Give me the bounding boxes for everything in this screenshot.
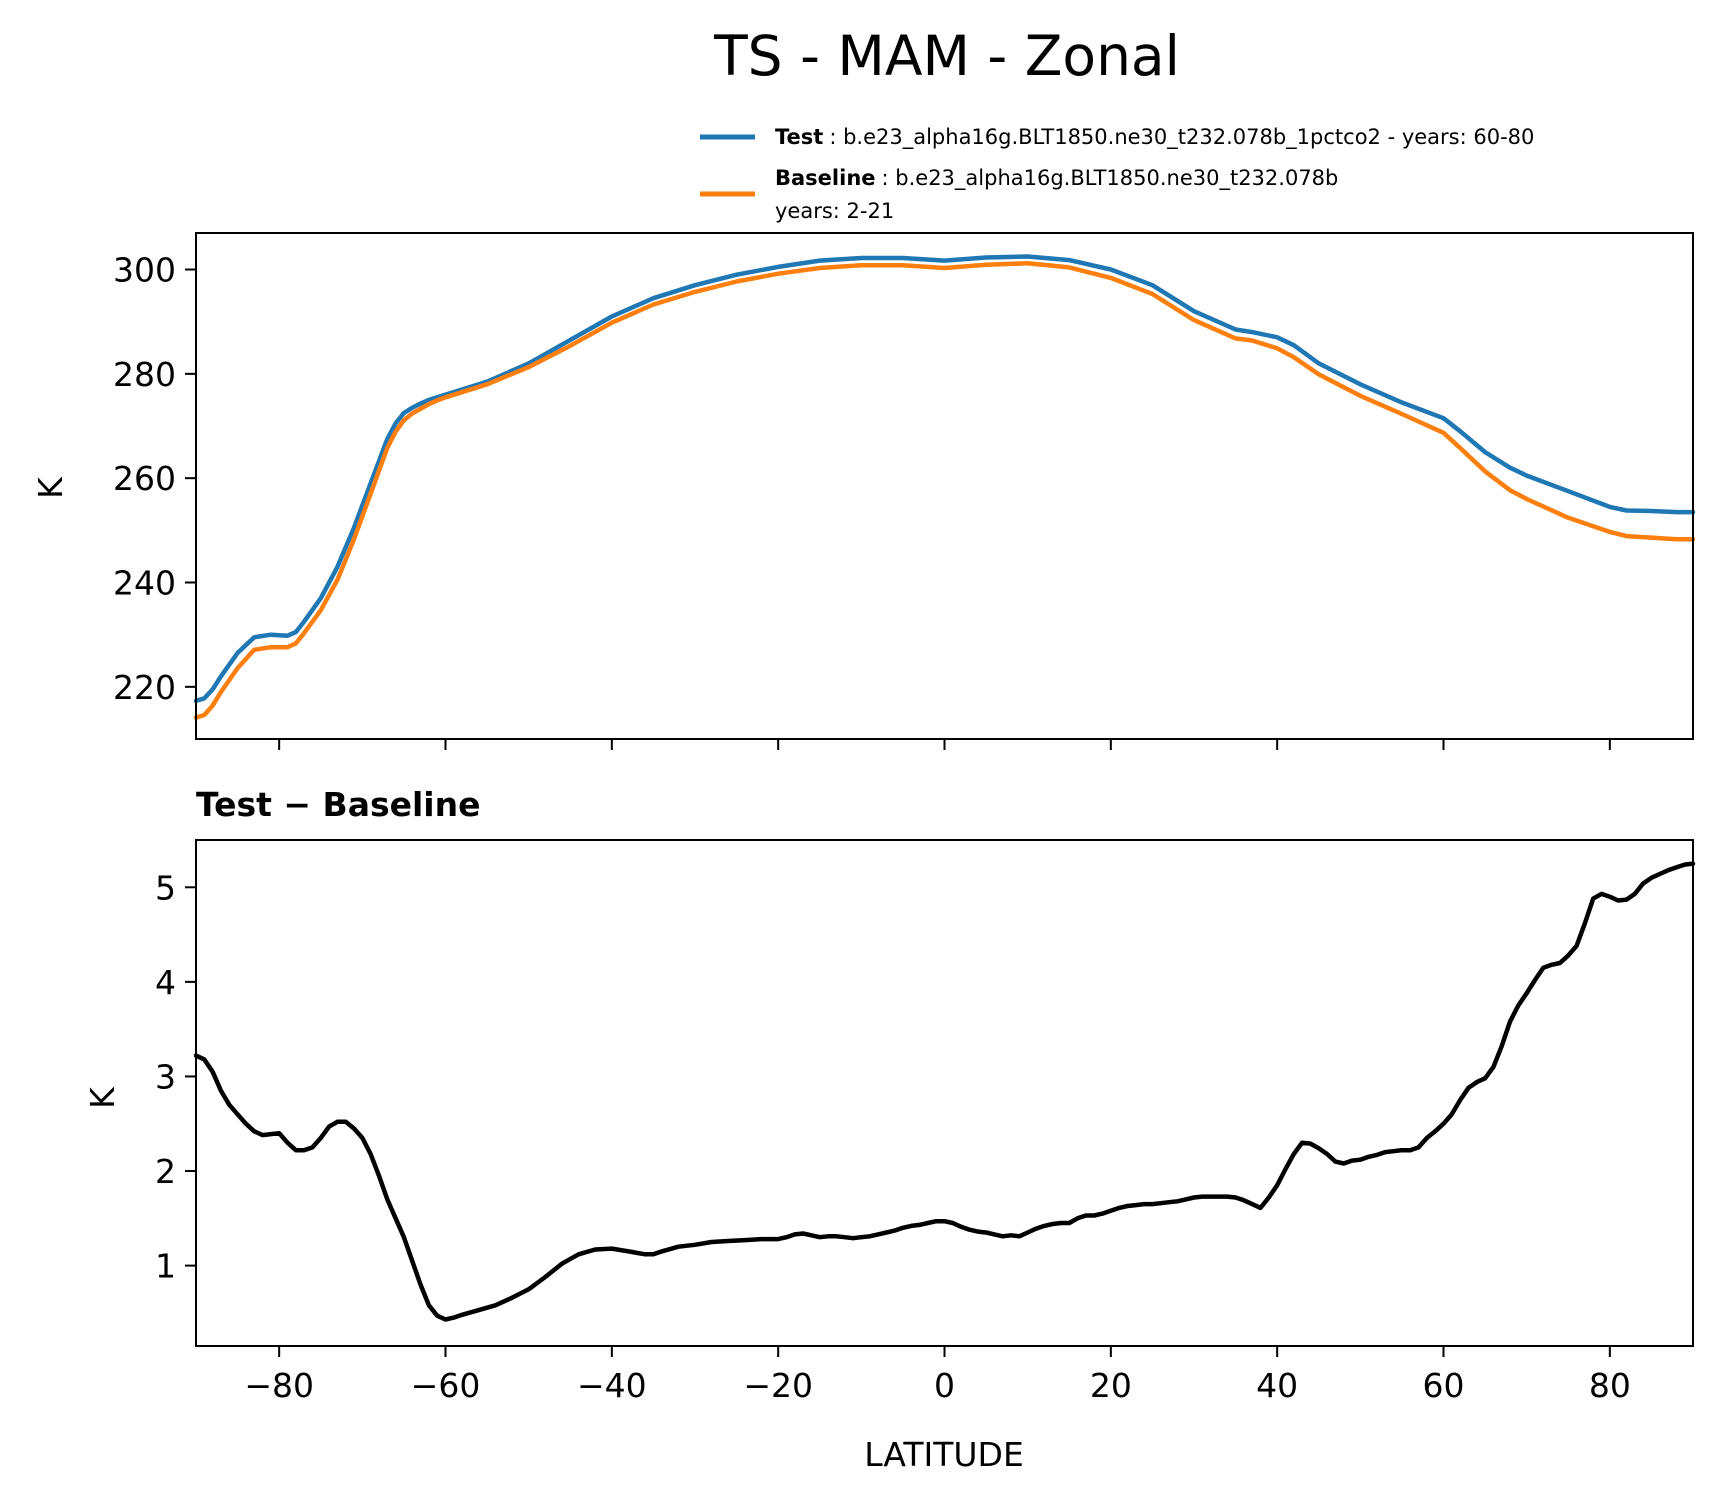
bot-y-tick-label: 2 [155, 1152, 176, 1191]
top-series-line-0 [193, 254, 1696, 704]
x-tick-label: 80 [1589, 1366, 1631, 1405]
legend-baseline-label: Baseline: b.e23_alpha16g.BLT1850.ne30_t2… [775, 166, 1338, 191]
top-y-tick-label: 260 [113, 459, 176, 498]
top-panel: 220 240 260 280 300 K [31, 232, 1696, 750]
bottom-panel: Test − Baseline 1 2 3 4 5 −80 −60 −40 −20 0 20 40 6… [83, 785, 1696, 1474]
top-series-group [193, 254, 1696, 720]
x-tick-label: 40 [1256, 1366, 1298, 1405]
bot-y-tick-label: 3 [155, 1057, 176, 1096]
top-y-axis-label: K [31, 476, 70, 499]
legend-baseline-text: : b.e23_alpha16g.BLT1850.ne30_t232.078b [882, 166, 1339, 191]
legend-test-bold: Test [775, 125, 823, 149]
legend-test-text: : b.e23_alpha16g.BLT1850.ne30_t232.078b_… [829, 125, 1534, 150]
top-y-tick-label: 220 [113, 668, 176, 707]
top-y-ticks: 220 240 260 280 300 [113, 251, 196, 707]
x-tick-label: 60 [1423, 1366, 1465, 1405]
bottom-y-ticks: 1 2 3 4 5 [155, 868, 196, 1286]
top-y-tick-label: 280 [113, 355, 176, 394]
x-axis-label: LATITUDE [864, 1435, 1024, 1474]
top-y-tick-label: 240 [113, 564, 176, 603]
bottom-series-group [193, 861, 1696, 1322]
top-series-line-1 [193, 261, 1696, 720]
bot-series-line-0 [193, 861, 1696, 1322]
legend-test-label: Test: b.e23_alpha16g.BLT1850.ne30_t232.0… [775, 125, 1534, 150]
x-tick-label: −40 [577, 1366, 647, 1405]
legend: Test: b.e23_alpha16g.BLT1850.ne30_t232.0… [700, 125, 1534, 223]
bottom-panel-title: Test − Baseline [196, 785, 481, 824]
legend-baseline-bold: Baseline [775, 166, 876, 190]
x-tick-label: −60 [411, 1366, 481, 1405]
x-tick-label: 20 [1090, 1366, 1132, 1405]
top-x-ticks [278, 739, 1611, 750]
bot-y-tick-label: 1 [155, 1247, 176, 1286]
top-axes-frame [195, 232, 1694, 740]
x-tick-label: 0 [934, 1366, 955, 1405]
figure-title: TS - MAM - Zonal [713, 24, 1180, 88]
bottom-x-ticks: −80 −60 −40 −20 0 20 40 60 80 [244, 1346, 1631, 1405]
x-tick-label: −20 [743, 1366, 813, 1405]
bot-y-tick-label: 5 [155, 868, 176, 907]
top-y-tick-label: 300 [113, 251, 176, 290]
bot-y-tick-label: 4 [155, 963, 176, 1002]
bottom-y-axis-label: K [83, 1086, 122, 1109]
x-tick-label: −80 [244, 1366, 314, 1405]
bottom-axes-frame [195, 839, 1694, 1347]
legend-baseline-years: years: 2-21 [775, 199, 894, 223]
